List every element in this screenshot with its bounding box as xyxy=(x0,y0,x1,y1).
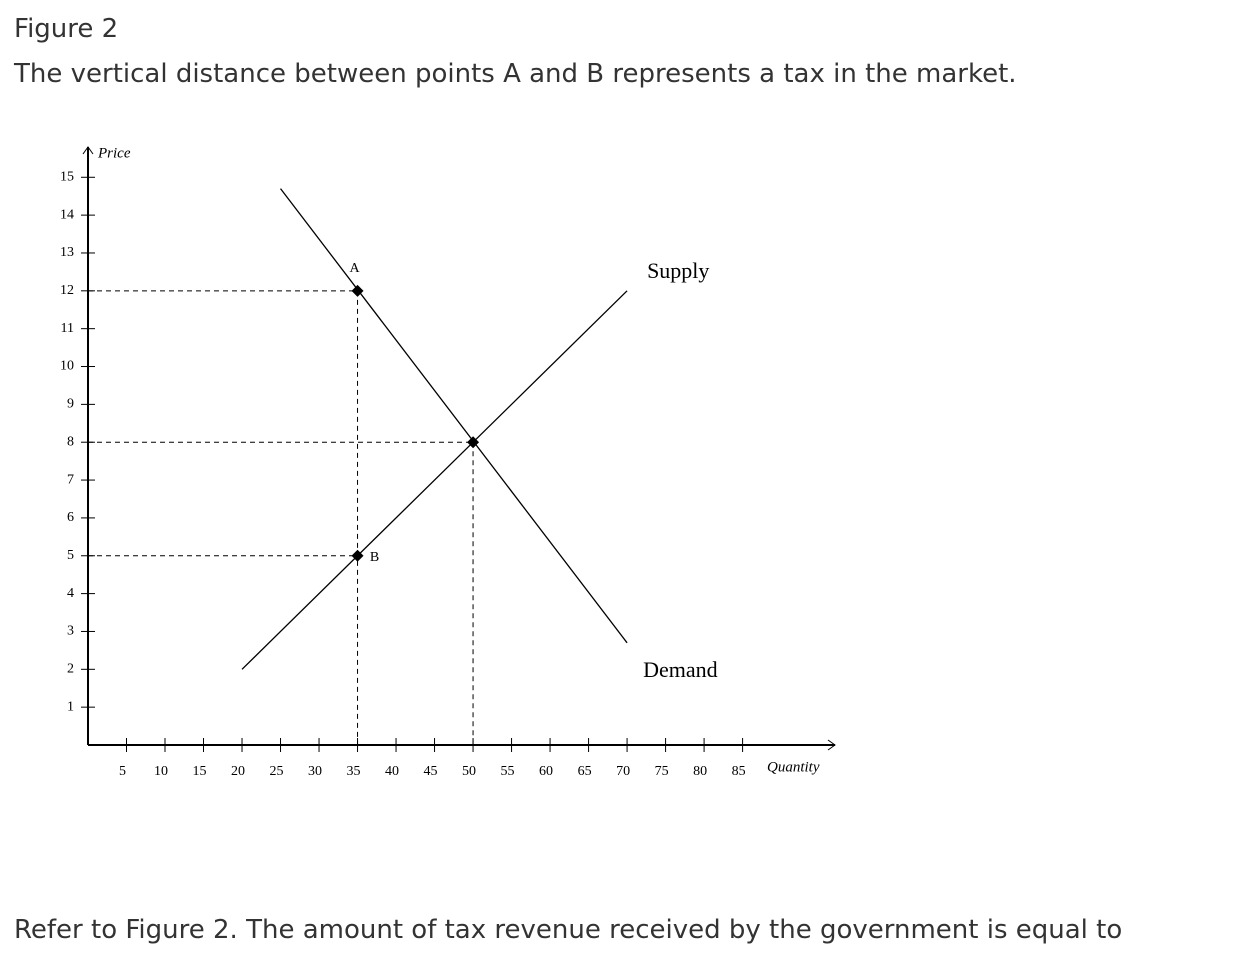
x-tick-label: 65 xyxy=(578,764,592,779)
series-line xyxy=(280,188,628,644)
x-tick-label: 40 xyxy=(385,764,399,779)
point-label: B xyxy=(370,550,379,565)
x-arrow xyxy=(827,739,836,751)
x-axis-label: Quantity xyxy=(767,759,820,775)
y-axis-label: Price xyxy=(97,145,131,161)
figure-label: Figure 2 xyxy=(14,14,119,44)
y-tick-label: 4 xyxy=(67,586,74,601)
series-label: Supply xyxy=(647,258,709,283)
y-tick-label: 7 xyxy=(67,472,74,487)
x-tick-label: 75 xyxy=(655,764,669,779)
y-tick-label: 10 xyxy=(60,359,74,374)
x-tick-label: 15 xyxy=(193,764,207,779)
series-line xyxy=(241,290,628,670)
y-tick-label: 14 xyxy=(60,207,74,222)
x-tick-label: 5 xyxy=(119,764,126,779)
x-tick-label: 60 xyxy=(539,764,553,779)
y-tick-label: 9 xyxy=(67,397,74,412)
y-tick-label: 3 xyxy=(67,624,74,639)
x-tick-label: 45 xyxy=(424,764,438,779)
point xyxy=(351,284,364,297)
x-tick-label: 80 xyxy=(693,764,707,779)
question: Refer to Figure 2. The amount of tax rev… xyxy=(14,915,1123,945)
x-tick-label: 35 xyxy=(347,764,361,779)
y-tick-label: 12 xyxy=(60,283,74,298)
y-tick-label: 13 xyxy=(60,245,74,260)
point-label: A xyxy=(349,261,360,276)
x-tick-label: 20 xyxy=(231,764,245,779)
x-tick-label: 85 xyxy=(732,764,746,779)
x-tick-label: 25 xyxy=(270,764,284,779)
y-tick-label: 11 xyxy=(61,321,74,336)
x-tick-label: 30 xyxy=(308,764,322,779)
y-tick-label: 15 xyxy=(60,169,74,184)
y-tick-label: 5 xyxy=(67,548,74,563)
y-tick-label: 1 xyxy=(67,699,74,714)
x-tick-label: 55 xyxy=(501,764,515,779)
caption: The vertical distance between points A a… xyxy=(14,59,1017,89)
y-arrow xyxy=(82,146,94,155)
point xyxy=(467,436,480,449)
point xyxy=(351,549,364,562)
y-tick-label: 2 xyxy=(67,662,74,677)
x-tick-label: 10 xyxy=(154,764,168,779)
x-tick-label: 70 xyxy=(616,764,630,779)
series-label: Demand xyxy=(643,657,718,682)
y-tick-label: 6 xyxy=(67,510,74,525)
y-tick-label: 8 xyxy=(67,434,74,449)
x-tick-label: 50 xyxy=(462,764,476,779)
